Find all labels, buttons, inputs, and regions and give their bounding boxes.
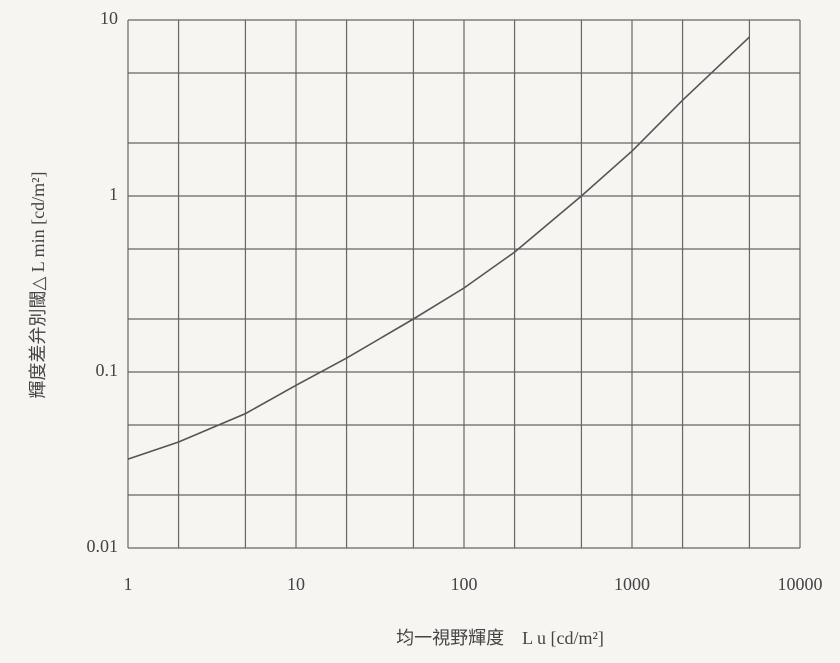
data-line xyxy=(127,36,750,460)
x-tick-label: 100 xyxy=(451,574,478,594)
y-axis-title: 輝度差弁別閾△ L min [cd/m²] xyxy=(28,171,48,398)
y-tick-label: 10 xyxy=(100,8,118,28)
y-tick-label: 1 xyxy=(109,184,118,204)
x-axis-title: 均一視野輝度 L u [cd/m²] xyxy=(396,628,604,648)
x-tick-label: 1000 xyxy=(614,574,650,594)
x-tick-label: 10 xyxy=(287,574,305,594)
y-tick-label: 0.01 xyxy=(87,536,119,556)
y-tick-label: 0.1 xyxy=(96,360,119,380)
x-tick-label: 1 xyxy=(124,574,133,594)
x-tick-label: 10000 xyxy=(778,574,823,594)
